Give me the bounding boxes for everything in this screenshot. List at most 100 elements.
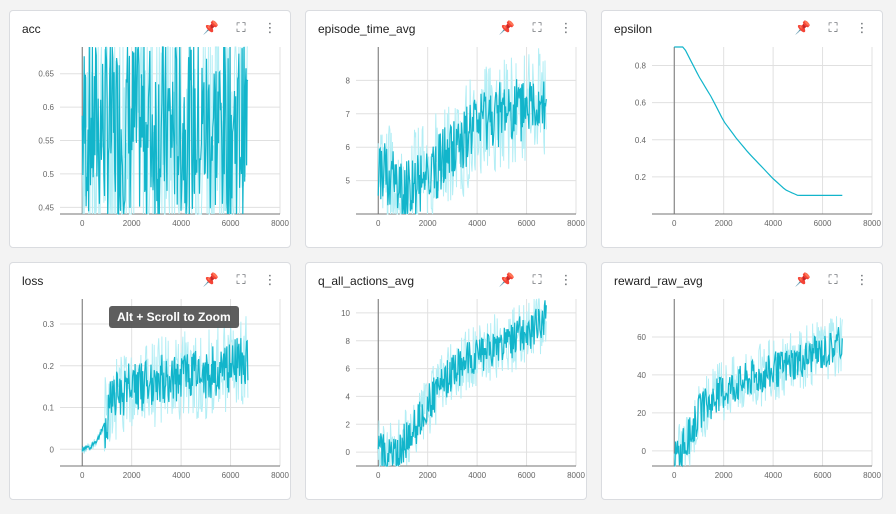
y-tick-label: 8 bbox=[346, 76, 351, 85]
more-vert-icon[interactable]: ⋮ bbox=[559, 20, 573, 35]
expand-icon[interactable]: ⛶ bbox=[236, 20, 246, 35]
more-vert-icon[interactable]: ⋮ bbox=[263, 272, 277, 287]
x-tick-label: 4000 bbox=[764, 219, 782, 228]
y-tick-label: 0 bbox=[642, 447, 647, 456]
x-tick-label: 2000 bbox=[715, 471, 733, 480]
y-tick-label: 0.55 bbox=[38, 137, 54, 146]
x-tick-label: 2000 bbox=[123, 471, 141, 480]
x-tick-label: 8000 bbox=[567, 219, 585, 228]
chart-card-reward-raw-avg: reward_raw_avg 📌 ⛶ ⋮ 0 2000 4000 6000 8000 0 2… bbox=[601, 262, 883, 500]
x-tick-label: 8000 bbox=[863, 471, 881, 480]
x-tick-label: 0 bbox=[672, 471, 677, 480]
expand-icon[interactable]: ⛶ bbox=[828, 20, 838, 35]
x-tick-label: 6000 bbox=[814, 471, 832, 480]
x-tick-label: 6000 bbox=[222, 471, 240, 480]
y-tick-label: 0.2 bbox=[635, 173, 647, 182]
card-title: episode_time_avg bbox=[318, 22, 416, 36]
chart-plot[interactable]: 0 2000 4000 6000 8000 0 0.1 0.2 0.3 bbox=[10, 263, 292, 501]
x-tick-label: 4000 bbox=[468, 471, 486, 480]
card-title: q_all_actions_avg bbox=[318, 274, 415, 288]
chart-card-acc: acc 📌 ⛶ ⋮ 0 2000 4000 6000 8000 0.45 0.5 0.55 0.… bbox=[9, 10, 291, 248]
series-line-raw bbox=[81, 316, 249, 454]
x-tick-label: 0 bbox=[376, 471, 381, 480]
series-line bbox=[674, 46, 843, 196]
x-tick-label: 6000 bbox=[518, 471, 536, 480]
x-tick-label: 8000 bbox=[567, 471, 585, 480]
expand-icon[interactable]: ⛶ bbox=[532, 272, 542, 287]
x-tick-label: 4000 bbox=[172, 219, 190, 228]
y-tick-label: 0.65 bbox=[38, 70, 54, 79]
y-tick-label: 0.6 bbox=[635, 99, 647, 108]
y-tick-label: 4 bbox=[346, 392, 351, 401]
y-tick-label: 6 bbox=[346, 365, 351, 374]
chart-card-epsilon: epsilon 📌 ⛶ ⋮ 0 2000 4000 6000 8000 0.2 0.4 0.6… bbox=[601, 10, 883, 248]
pin-icon[interactable]: 📌 bbox=[202, 272, 220, 287]
x-tick-label: 6000 bbox=[222, 219, 240, 228]
series-line bbox=[377, 300, 547, 467]
chart-card-loss: loss 📌 ⛶ ⋮ 0 2000 4000 6000 8000 0 0.1 0.2 0.3 bbox=[9, 262, 291, 500]
chart-card-episode-time-avg: episode_time_avg 📌 ⛶ ⋮ 0 2000 4000 6000 8000… bbox=[305, 10, 587, 248]
y-tick-label: 0 bbox=[346, 448, 351, 457]
y-tick-label: 0.3 bbox=[43, 320, 55, 329]
x-tick-label: 2000 bbox=[419, 471, 437, 480]
expand-icon[interactable]: ⛶ bbox=[236, 272, 246, 287]
expand-icon[interactable]: ⛶ bbox=[532, 20, 542, 35]
x-tick-label: 8000 bbox=[271, 471, 289, 480]
y-tick-label: 0.2 bbox=[43, 362, 55, 371]
y-tick-label: 0.8 bbox=[635, 62, 647, 71]
series-line bbox=[81, 46, 249, 215]
x-tick-label: 4000 bbox=[468, 219, 486, 228]
card-title: reward_raw_avg bbox=[614, 274, 703, 288]
y-tick-label: 2 bbox=[346, 420, 351, 429]
chart-plot[interactable]: 0 2000 4000 6000 8000 0.2 0.4 0.6 0.8 bbox=[602, 11, 884, 249]
y-tick-label: 5 bbox=[346, 177, 351, 186]
x-tick-label: 0 bbox=[80, 219, 85, 228]
pin-icon[interactable]: 📌 bbox=[794, 20, 812, 35]
series-line bbox=[81, 338, 249, 452]
y-tick-label: 0 bbox=[50, 445, 55, 454]
chart-plot[interactable]: 0 2000 4000 6000 8000 0 20 40 60 bbox=[602, 263, 884, 501]
y-tick-label: 10 bbox=[341, 309, 350, 318]
expand-icon[interactable]: ⛶ bbox=[828, 272, 838, 287]
more-vert-icon[interactable]: ⋮ bbox=[855, 272, 869, 287]
pin-icon[interactable]: 📌 bbox=[498, 20, 516, 35]
more-vert-icon[interactable]: ⋮ bbox=[559, 272, 573, 287]
card-title: acc bbox=[22, 22, 41, 36]
y-tick-label: 0.5 bbox=[43, 170, 55, 179]
card-title: loss bbox=[22, 274, 44, 288]
y-tick-label: 6 bbox=[346, 143, 351, 152]
x-tick-label: 6000 bbox=[518, 219, 536, 228]
x-tick-label: 8000 bbox=[863, 219, 881, 228]
y-tick-label: 8 bbox=[346, 337, 351, 346]
y-tick-label: 40 bbox=[637, 371, 646, 380]
x-tick-label: 6000 bbox=[814, 219, 832, 228]
x-tick-label: 4000 bbox=[172, 471, 190, 480]
pin-icon[interactable]: 📌 bbox=[498, 272, 516, 287]
x-tick-label: 2000 bbox=[715, 219, 733, 228]
x-tick-label: 8000 bbox=[271, 219, 289, 228]
card-title: epsilon bbox=[614, 22, 653, 36]
series-line-raw bbox=[673, 316, 843, 467]
series-line bbox=[377, 79, 547, 215]
zoom-tooltip: Alt + Scroll to Zoom bbox=[109, 306, 239, 328]
y-tick-label: 0.4 bbox=[635, 136, 647, 145]
chart-plot[interactable]: 0 2000 4000 6000 8000 0.45 0.5 0.55 0.6 0.65 bbox=[10, 11, 292, 249]
y-tick-label: 20 bbox=[637, 409, 646, 418]
chart-plot[interactable]: 0 2000 4000 6000 8000 0 2 4 6 8 10 bbox=[306, 263, 588, 501]
y-tick-label: 60 bbox=[637, 333, 646, 342]
more-vert-icon[interactable]: ⋮ bbox=[855, 20, 869, 35]
pin-icon[interactable]: 📌 bbox=[794, 272, 812, 287]
x-tick-label: 4000 bbox=[764, 471, 782, 480]
pin-icon[interactable]: 📌 bbox=[202, 20, 220, 35]
chart-card-q-all-actions-avg: q_all_actions_avg 📌 ⛶ ⋮ 0 2000 4000 6000 800… bbox=[305, 262, 587, 500]
series-line bbox=[674, 327, 843, 468]
more-vert-icon[interactable]: ⋮ bbox=[263, 20, 277, 35]
chart-plot[interactable]: 0 2000 4000 6000 8000 5 6 7 8 bbox=[306, 11, 588, 249]
y-tick-label: 0.6 bbox=[43, 103, 55, 112]
x-tick-label: 0 bbox=[80, 471, 85, 480]
x-tick-label: 0 bbox=[376, 219, 381, 228]
y-tick-label: 0.1 bbox=[43, 404, 55, 413]
y-tick-label: 7 bbox=[346, 110, 351, 119]
x-tick-label: 0 bbox=[672, 219, 677, 228]
x-tick-label: 2000 bbox=[419, 219, 437, 228]
